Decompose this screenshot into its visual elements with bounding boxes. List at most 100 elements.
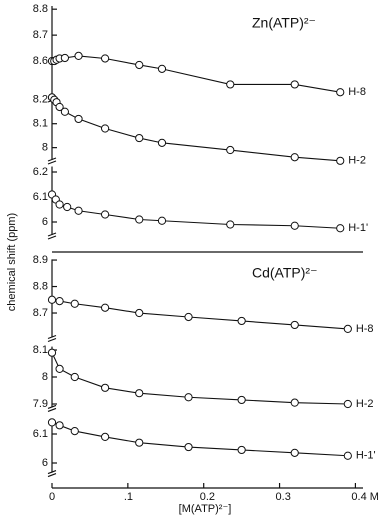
series-label: H-2 xyxy=(356,398,374,410)
y-tick-label: 6 xyxy=(42,216,48,228)
axis-break xyxy=(47,232,57,237)
data-point xyxy=(100,54,110,63)
y-tick-label: 8.7 xyxy=(33,29,48,41)
y-tick-label: 6.1 xyxy=(33,428,48,440)
y-tick-label: 8.1 xyxy=(33,118,48,130)
data-point xyxy=(290,153,299,162)
data-point xyxy=(74,206,83,215)
data-point xyxy=(63,202,72,212)
data-point xyxy=(226,220,235,229)
y-tick-label: 8 xyxy=(42,142,48,154)
axis-break xyxy=(47,160,57,165)
series-label: H-2 xyxy=(348,155,366,167)
data-point xyxy=(100,124,110,133)
data-point xyxy=(157,64,167,73)
y-tick-label: 8.8 xyxy=(33,3,48,15)
axis-break xyxy=(47,334,57,340)
data-point xyxy=(100,303,110,312)
data-point xyxy=(135,60,144,70)
axis-break xyxy=(47,337,57,343)
data-point xyxy=(336,88,345,97)
data-point xyxy=(237,316,246,326)
data-point xyxy=(184,393,193,402)
data-point xyxy=(157,138,167,147)
data-point xyxy=(343,451,352,460)
data-point xyxy=(47,348,57,357)
data-point xyxy=(135,308,144,318)
y-tick-label: 7.9 xyxy=(33,398,48,410)
panel-title: Zn(ATP)²⁻ xyxy=(252,15,316,31)
data-point xyxy=(336,224,345,233)
data-point xyxy=(70,299,79,308)
data-point xyxy=(157,216,167,225)
x-tick-label: 0 xyxy=(49,491,55,503)
series-label: H-1' xyxy=(348,222,368,234)
data-point xyxy=(237,395,246,405)
y-tick-label: 6.2 xyxy=(33,166,48,178)
data-point xyxy=(55,200,64,209)
data-point xyxy=(47,295,57,304)
y-tick-label: 8.1 xyxy=(33,344,48,356)
series-label: H-8 xyxy=(356,323,374,335)
axis-break xyxy=(47,470,57,475)
data-point xyxy=(47,418,57,427)
data-point xyxy=(70,372,79,382)
y-axis-label: chemical shift (ppm) xyxy=(6,213,18,311)
data-point xyxy=(290,320,299,330)
data-point xyxy=(184,442,193,452)
data-point xyxy=(135,133,144,143)
x-tick-label: 0.4 M xyxy=(351,491,379,503)
data-point xyxy=(100,210,110,219)
axis-break xyxy=(47,235,57,240)
series-line xyxy=(51,97,341,162)
data-point xyxy=(60,53,69,63)
data-point xyxy=(226,145,235,155)
panel-title: Cd(ATP)²⁻ xyxy=(252,265,317,281)
x-tick-label: .1 xyxy=(124,491,133,503)
series-line xyxy=(51,421,348,457)
axis-break xyxy=(47,404,57,409)
x-tick-label: 0.2 xyxy=(200,491,215,503)
data-point xyxy=(74,51,83,60)
data-point xyxy=(290,80,299,89)
data-point xyxy=(336,156,345,165)
data-point xyxy=(55,421,64,430)
data-point xyxy=(290,221,299,230)
data-point xyxy=(55,102,64,112)
data-point xyxy=(184,312,193,322)
series-label: H-8 xyxy=(348,86,366,98)
y-tick-label: 8 xyxy=(42,371,48,383)
x-tick-label: 0.3 xyxy=(276,491,291,503)
data-point xyxy=(74,114,83,124)
y-tick-label: 6.1 xyxy=(33,191,48,203)
data-point xyxy=(100,432,110,441)
y-tick-label: 8.8 xyxy=(33,280,48,292)
series-line xyxy=(51,299,348,330)
data-point xyxy=(55,364,64,373)
y-tick-label: 8.9 xyxy=(33,254,48,266)
y-tick-label: 8.7 xyxy=(33,307,48,319)
data-point xyxy=(237,445,246,455)
y-tick-label: 6 xyxy=(42,457,48,469)
data-point xyxy=(290,448,299,457)
data-point xyxy=(55,296,64,306)
data-point xyxy=(135,438,144,447)
data-point xyxy=(70,427,79,436)
data-point xyxy=(226,80,235,89)
x-axis-label: [M(ATP)²⁻] xyxy=(179,503,232,515)
data-point xyxy=(343,324,352,334)
axis-break xyxy=(47,407,57,412)
data-point xyxy=(60,107,69,116)
data-point xyxy=(343,399,352,409)
data-point xyxy=(100,383,110,392)
data-point xyxy=(135,215,144,224)
data-point xyxy=(135,389,144,398)
series-line xyxy=(51,352,348,405)
y-tick-label: 8.2 xyxy=(33,94,48,106)
data-point xyxy=(290,398,299,407)
series-label: H-1' xyxy=(356,450,376,462)
axis-break xyxy=(47,473,57,478)
y-tick-label: 8.6 xyxy=(33,55,48,67)
axis-break xyxy=(47,157,57,162)
